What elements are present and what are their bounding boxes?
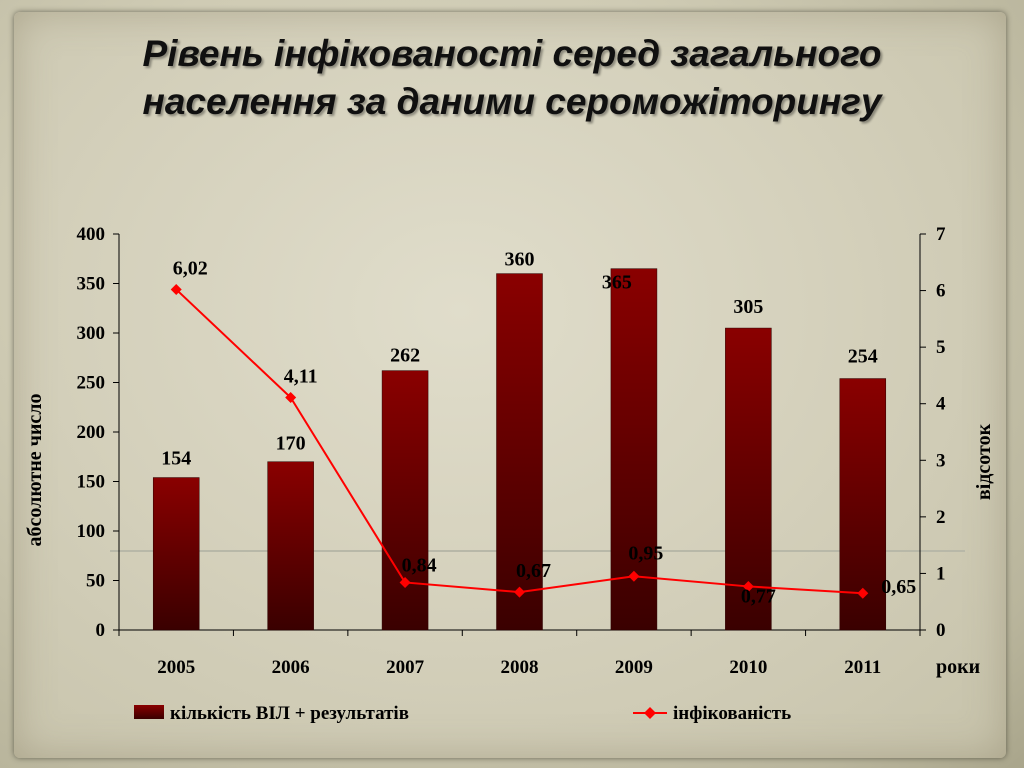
y-tick-label-left: 100 (77, 521, 106, 542)
line-value-label: 0,67 (516, 560, 551, 582)
chart-title: Рівень інфікованості серед загального на… (0, 30, 1024, 126)
bars-layer (152, 268, 887, 631)
bar (267, 461, 314, 631)
x-tick-label: 2005 (157, 657, 195, 678)
bar-value-label: 360 (505, 249, 535, 271)
y-tick-label-left: 150 (77, 472, 106, 493)
y-tick-label-left: 200 (77, 422, 106, 443)
y-axis-title-left: абсолютне число (24, 394, 46, 547)
legend: кількість ВІЛ + результатів інфікованість (134, 703, 791, 724)
legend-line-marker (644, 707, 656, 719)
legend-bar-swatch (134, 705, 164, 719)
y-tick-label-right: 5 (936, 337, 946, 358)
bar-value-label: 262 (390, 345, 420, 367)
y-axis-title-right: відсоток (973, 423, 995, 500)
line-point (170, 283, 182, 295)
y-tick-label-right: 1 (936, 563, 946, 584)
line-point (514, 586, 525, 598)
bar-value-label: 254 (848, 346, 878, 368)
y-tick-label-right: 0 (936, 620, 946, 641)
bar (839, 378, 887, 631)
bar (610, 268, 658, 631)
x-tick-label: 2008 (501, 657, 539, 678)
y-tick-label-left: 250 (77, 373, 106, 394)
bar (381, 370, 429, 631)
labels-layer: 154 170 262 360 365 305 254 6,02 4,11 0,84 0,67 0,9… (161, 249, 916, 608)
x-tick-label: 2011 (844, 657, 881, 678)
x-axis-title: роки (936, 656, 980, 678)
y-tick-label-right: 4 (936, 394, 946, 415)
y-tick-label-right: 6 (936, 281, 946, 302)
bar-value-label: 154 (161, 448, 191, 470)
y-tick-label-left: 0 (96, 620, 106, 641)
legend-line-label: інфікованість (673, 703, 791, 724)
y-tick-label-left: 350 (77, 274, 106, 295)
line-point (399, 576, 411, 588)
x-tick-label: 2006 (272, 657, 310, 678)
y-tick-label-right: 7 (936, 224, 946, 245)
line-value-label: 0,77 (741, 585, 776, 607)
line-value-label: 0,65 (881, 576, 916, 598)
chart-title-line-1: Рівень інфікованості серед загального (142, 33, 882, 74)
bar (152, 477, 200, 631)
x-tick-label: 2009 (615, 657, 653, 678)
line-point (857, 587, 869, 599)
y-tick-label-right: 3 (936, 450, 946, 471)
y-tick-label-left: 50 (86, 571, 105, 592)
line-layer (170, 283, 869, 599)
line-value-label: 0,84 (402, 554, 437, 576)
line-value-label: 0,95 (628, 542, 663, 564)
chart-title-line-2: населення за даними сероможіторингу (142, 81, 882, 122)
line-value-label: 4,11 (284, 365, 318, 387)
line-point (285, 391, 297, 403)
bar (725, 327, 772, 631)
y-tick-label-left: 400 (77, 224, 106, 245)
line-value-label: 6,02 (173, 257, 208, 279)
y-tick-label-right: 2 (936, 507, 946, 528)
bar (496, 273, 543, 631)
x-tick-label: 2007 (386, 657, 425, 678)
bar-value-label: 170 (276, 433, 306, 455)
line-point (742, 580, 754, 592)
line-point (628, 570, 640, 582)
y-tick-label-left: 300 (77, 323, 106, 344)
x-tick-label: 2010 (729, 657, 767, 678)
bar-value-label: 365 (602, 272, 632, 294)
bar-value-label: 305 (733, 296, 763, 318)
legend-bar-label: кількість ВІЛ + результатів (170, 703, 409, 724)
